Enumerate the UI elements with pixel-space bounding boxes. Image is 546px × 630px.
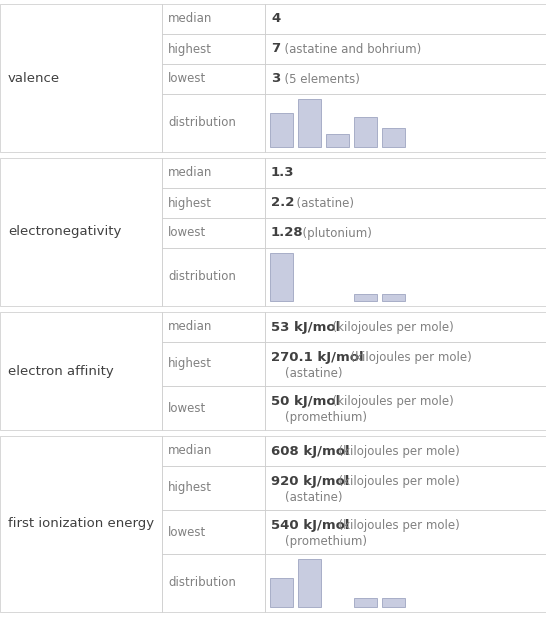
Text: 920 kJ/mol: 920 kJ/mol bbox=[271, 475, 349, 488]
Bar bbox=[265, 158, 546, 188]
Bar bbox=[162, 312, 265, 342]
Bar bbox=[265, 64, 546, 94]
Text: 2.2: 2.2 bbox=[271, 197, 294, 210]
Bar bbox=[265, 386, 546, 430]
Text: median: median bbox=[168, 166, 212, 180]
Text: lowest: lowest bbox=[168, 227, 206, 239]
Bar bbox=[265, 312, 546, 342]
Bar bbox=[382, 598, 406, 607]
Bar bbox=[270, 578, 293, 607]
Text: (kilojoules per mole): (kilojoules per mole) bbox=[325, 395, 454, 408]
Text: 50 kJ/mol: 50 kJ/mol bbox=[271, 395, 340, 408]
Text: (astatine and bohrium): (astatine and bohrium) bbox=[277, 42, 422, 55]
Bar bbox=[265, 466, 546, 510]
Bar bbox=[298, 99, 321, 147]
Text: lowest: lowest bbox=[168, 72, 206, 86]
Bar bbox=[265, 554, 546, 612]
Text: 608 kJ/mol: 608 kJ/mol bbox=[271, 445, 349, 457]
Text: distribution: distribution bbox=[168, 270, 236, 284]
Bar bbox=[265, 34, 546, 64]
Bar bbox=[162, 158, 265, 188]
Bar bbox=[162, 64, 265, 94]
Text: (kilojoules per mole): (kilojoules per mole) bbox=[331, 475, 460, 488]
Bar bbox=[354, 598, 377, 607]
Text: (kilojoules per mole): (kilojoules per mole) bbox=[343, 351, 472, 364]
Text: valence: valence bbox=[8, 71, 60, 84]
Bar bbox=[162, 554, 265, 612]
Bar bbox=[162, 248, 265, 306]
Text: median: median bbox=[168, 321, 212, 333]
Text: (plutonium): (plutonium) bbox=[295, 227, 372, 239]
Text: electronegativity: electronegativity bbox=[8, 226, 121, 239]
Text: highest: highest bbox=[168, 42, 212, 55]
Bar bbox=[162, 218, 265, 248]
Text: distribution: distribution bbox=[168, 117, 236, 130]
Text: highest: highest bbox=[168, 357, 212, 370]
Bar bbox=[265, 188, 546, 218]
Bar bbox=[265, 436, 546, 466]
Text: first ionization energy: first ionization energy bbox=[8, 517, 154, 530]
Bar bbox=[354, 117, 377, 147]
Bar bbox=[0, 436, 162, 612]
Bar bbox=[265, 342, 546, 386]
Bar bbox=[382, 128, 406, 147]
Bar bbox=[162, 510, 265, 554]
Bar bbox=[162, 188, 265, 218]
Text: 3: 3 bbox=[271, 72, 280, 86]
Bar bbox=[382, 294, 406, 301]
Text: lowest: lowest bbox=[168, 525, 206, 539]
Text: 53 kJ/mol: 53 kJ/mol bbox=[271, 321, 340, 333]
Text: median: median bbox=[168, 13, 212, 25]
Text: electron affinity: electron affinity bbox=[8, 365, 114, 377]
Bar bbox=[354, 294, 377, 301]
Bar bbox=[0, 4, 162, 152]
Text: 4: 4 bbox=[271, 13, 280, 25]
Bar bbox=[162, 4, 265, 34]
Bar bbox=[270, 253, 293, 301]
Bar bbox=[0, 158, 162, 306]
Text: (astatine): (astatine) bbox=[285, 367, 342, 380]
Bar bbox=[162, 34, 265, 64]
Text: (promethium): (promethium) bbox=[285, 411, 367, 424]
Bar bbox=[0, 312, 162, 430]
Text: highest: highest bbox=[168, 481, 212, 495]
Bar bbox=[270, 113, 293, 147]
Bar bbox=[162, 342, 265, 386]
Text: distribution: distribution bbox=[168, 576, 236, 590]
Bar bbox=[326, 134, 349, 147]
Text: 540 kJ/mol: 540 kJ/mol bbox=[271, 519, 349, 532]
Bar bbox=[298, 559, 321, 607]
Bar bbox=[162, 466, 265, 510]
Text: 270.1 kJ/mol: 270.1 kJ/mol bbox=[271, 351, 364, 364]
Text: (astatine): (astatine) bbox=[285, 491, 342, 504]
Text: (5 elements): (5 elements) bbox=[277, 72, 360, 86]
Bar bbox=[265, 4, 546, 34]
Text: highest: highest bbox=[168, 197, 212, 210]
Bar bbox=[162, 386, 265, 430]
Text: (kilojoules per mole): (kilojoules per mole) bbox=[331, 445, 460, 457]
Text: 1.3: 1.3 bbox=[271, 166, 294, 180]
Text: median: median bbox=[168, 445, 212, 457]
Bar bbox=[162, 94, 265, 152]
Text: (astatine): (astatine) bbox=[289, 197, 354, 210]
Text: (kilojoules per mole): (kilojoules per mole) bbox=[325, 321, 454, 333]
Bar bbox=[265, 510, 546, 554]
Bar bbox=[265, 218, 546, 248]
Bar bbox=[265, 248, 546, 306]
Text: (kilojoules per mole): (kilojoules per mole) bbox=[331, 519, 460, 532]
Text: 7: 7 bbox=[271, 42, 280, 55]
Bar bbox=[265, 94, 546, 152]
Text: 1.28: 1.28 bbox=[271, 227, 304, 239]
Text: lowest: lowest bbox=[168, 401, 206, 415]
Bar bbox=[162, 436, 265, 466]
Text: (promethium): (promethium) bbox=[285, 535, 367, 548]
